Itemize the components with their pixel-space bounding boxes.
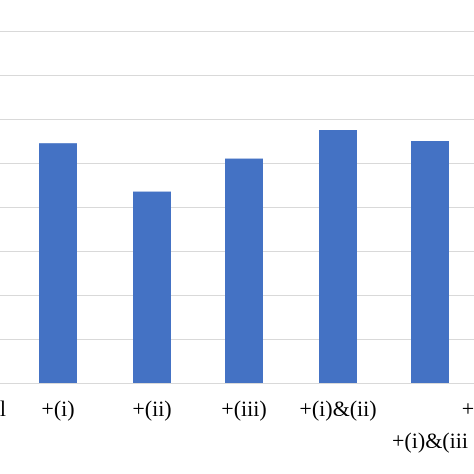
x-tick-label: + bbox=[462, 396, 474, 421]
bar bbox=[319, 130, 357, 383]
bar bbox=[133, 191, 171, 383]
bars bbox=[39, 130, 449, 383]
x-tick-label: l bbox=[0, 396, 6, 421]
x-tick-label: +(ii) bbox=[132, 396, 171, 421]
x-tick-label: +(i) bbox=[41, 396, 74, 421]
bar bbox=[225, 158, 263, 383]
x-tick-labels: l +(i) +(ii) +(iii) +(i)&(ii) +(i)&(iii + bbox=[0, 396, 474, 453]
x-tick-label: +(iii) bbox=[221, 396, 266, 421]
bar bbox=[411, 141, 449, 383]
bar bbox=[39, 143, 77, 383]
x-tick-label: +(i)&(iii bbox=[392, 428, 468, 453]
x-tick-label: +(i)&(ii) bbox=[299, 396, 376, 421]
